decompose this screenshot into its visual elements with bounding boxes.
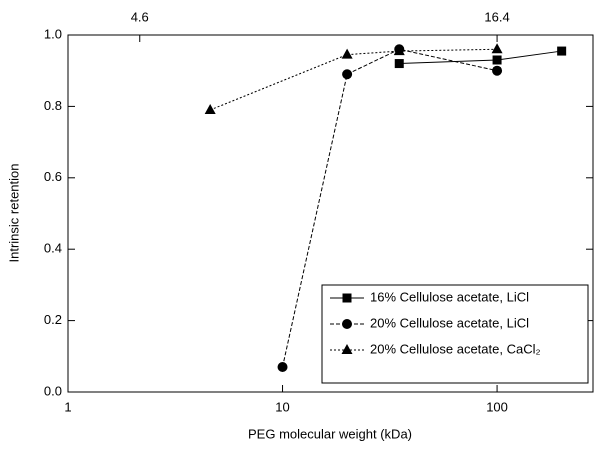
y-axis-label: Intrinsic retention xyxy=(6,164,21,263)
series-line xyxy=(209,48,498,111)
legend-marker xyxy=(342,319,352,329)
series-line xyxy=(399,50,562,65)
x-tick-label: 1 xyxy=(64,399,71,414)
data-point xyxy=(394,59,404,69)
data-point xyxy=(557,46,567,56)
x-tick-label: 10 xyxy=(275,399,289,414)
data-point xyxy=(492,65,503,76)
data-point xyxy=(341,48,353,59)
legend-marker xyxy=(341,344,353,354)
data-point xyxy=(342,69,353,80)
plot-frame xyxy=(67,34,594,393)
legend-label: 20% Cellulose acetate, CaCl₂ xyxy=(370,341,541,356)
x2-tick-label: 4.6 xyxy=(131,9,149,24)
data-point xyxy=(393,45,405,56)
y-tick-label: 0.0 xyxy=(44,383,62,398)
x2-tick-label: 16.4 xyxy=(484,9,509,24)
y-tick-label: 0.6 xyxy=(44,169,62,184)
y-tick-label: 1.0 xyxy=(44,26,62,41)
y-tick-label: 0.4 xyxy=(44,241,62,256)
data-point xyxy=(204,103,216,114)
legend-label: 20% Cellulose acetate, LiCl xyxy=(370,315,529,330)
legend-box xyxy=(321,284,589,384)
data-point xyxy=(277,362,288,373)
legend-label: 16% Cellulose acetate, LiCl xyxy=(370,289,529,304)
x-axis-label: PEG molecular weight (kDa) xyxy=(248,426,412,441)
y-tick-label: 0.2 xyxy=(44,312,62,327)
data-point xyxy=(492,55,502,65)
x-tick-label: 100 xyxy=(486,399,508,414)
y-tick-label: 0.8 xyxy=(44,98,62,113)
data-point xyxy=(491,43,503,54)
legend-marker xyxy=(342,293,352,303)
